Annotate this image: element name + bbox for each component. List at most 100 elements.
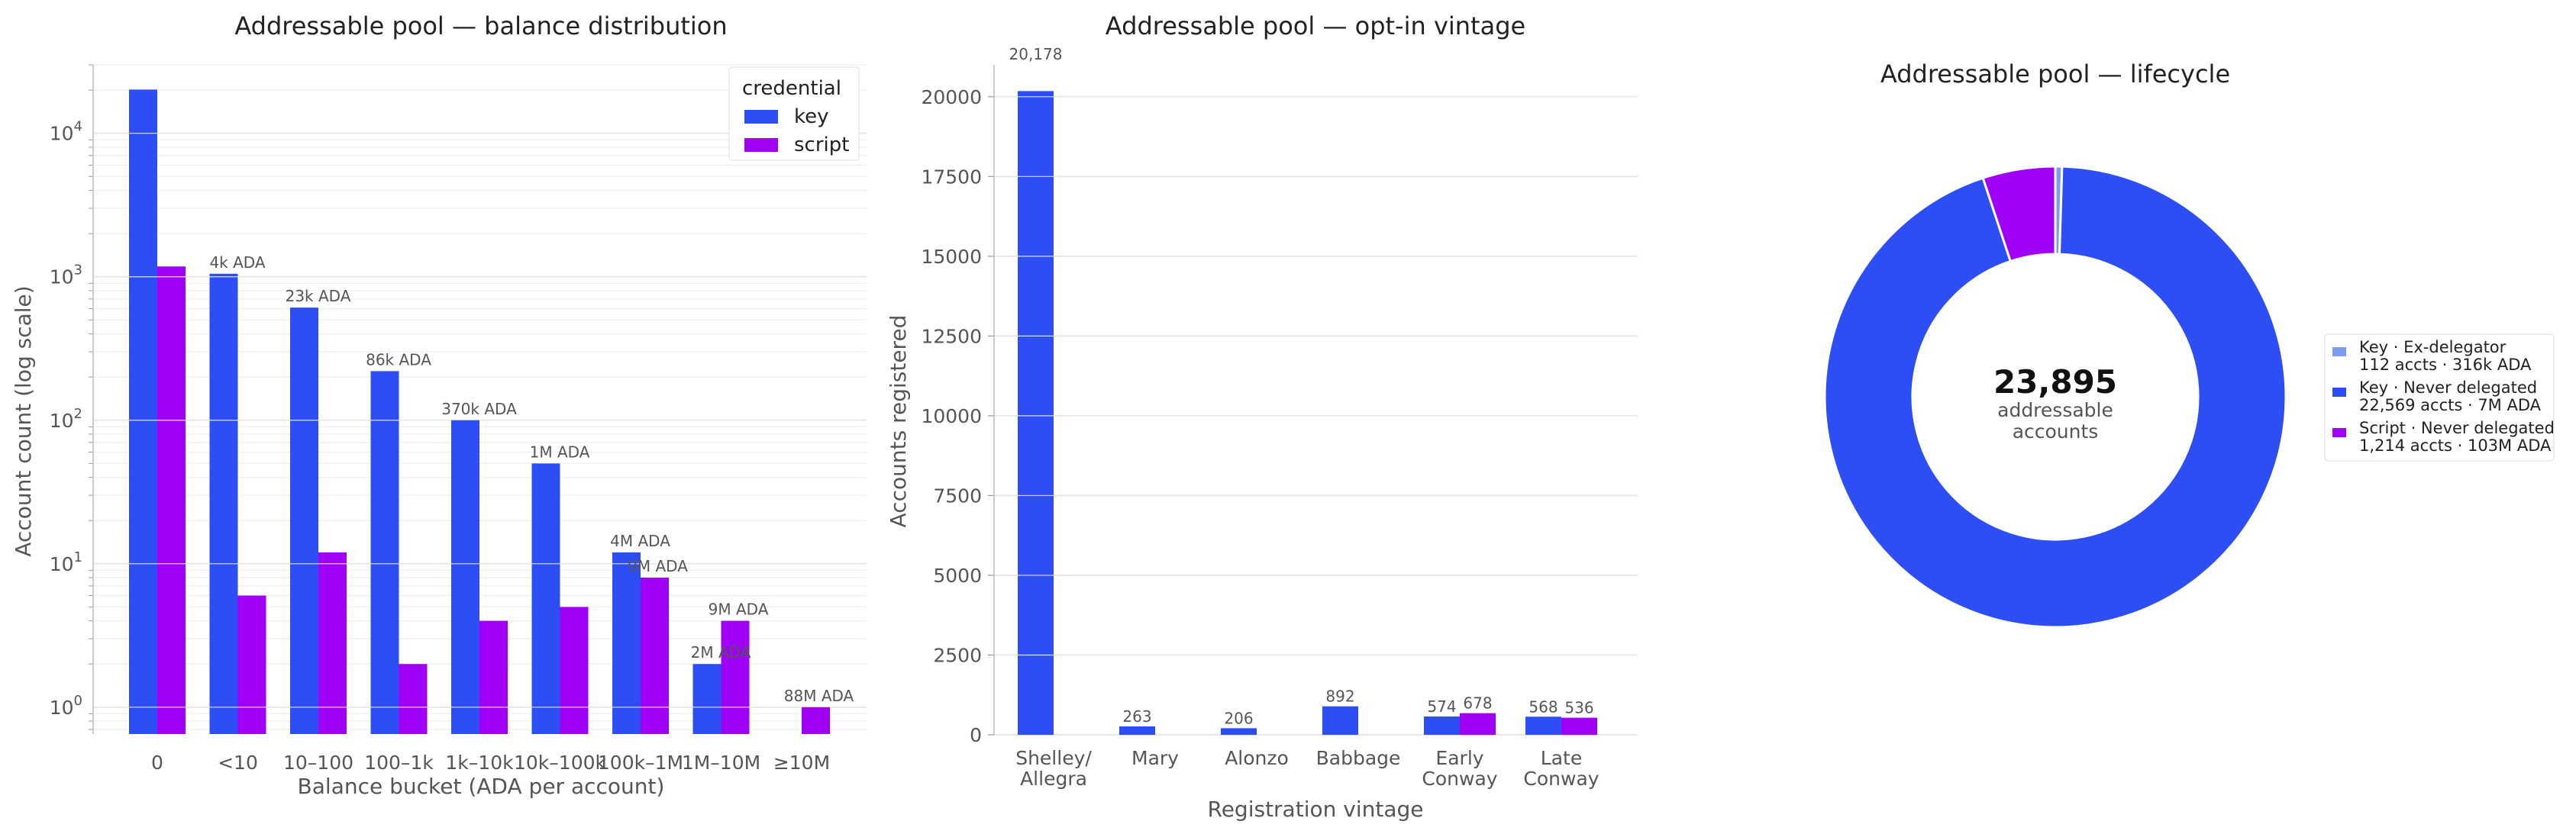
chart1-ytick-label: 104: [50, 119, 82, 145]
chart1-ytick-label: 102: [50, 406, 82, 432]
chart3-center-label-line1: addressable: [1997, 399, 2113, 421]
chart3-donut: [1823, 165, 2287, 629]
chart1-bar-script: [157, 266, 186, 734]
chart2-bar-key: [1322, 706, 1358, 735]
chart1-bar-key: [612, 552, 641, 734]
chart2-data-label-script: 678: [1463, 694, 1492, 713]
chart3-slice-1: [1823, 165, 2287, 629]
chart2-ytick-label: 12500: [921, 325, 982, 347]
chart2-bar-script: [1561, 717, 1597, 735]
chart2-ytick-label: 5000: [933, 565, 982, 587]
chart1-plot: 100 101 102 103 104 0 <10 4k ADA 10–100 23k ADA 10…: [50, 64, 867, 774]
chart2-bar-key: [1221, 728, 1257, 735]
chart1-xtick-label: 0: [151, 752, 163, 774]
chart3-legend-swatch-2: [2332, 428, 2346, 437]
chart2-data-label-key: 206: [1224, 709, 1253, 727]
chart2-ytick-label: 20000: [921, 86, 982, 108]
chart2-ytick-label: 10000: [921, 405, 982, 427]
chart1-bar-key: [290, 308, 318, 735]
chart2-data-label-key: 574: [1427, 697, 1456, 716]
chart1-bar-key: [370, 371, 399, 734]
chart1-legend-key: key: [794, 105, 829, 128]
chart2-data-label-key: 892: [1325, 687, 1354, 706]
chart2-xtick-label: Mary: [1131, 747, 1179, 769]
chart3-slice-2: [1981, 165, 2057, 263]
chart1-legend-swatch-key: [744, 110, 778, 124]
chart1-ytick-label: 100: [50, 693, 82, 719]
chart1-bar-script: [399, 664, 428, 734]
chart3-legend-detail-2: 1,214 accts · 103M ADA: [2359, 436, 2552, 455]
chart1-bar-script: [802, 707, 830, 734]
chart2-xtick-label: Alonzo: [1225, 747, 1289, 769]
chart3-legend-label-2: Script · Never delegated: [2359, 419, 2555, 437]
chart2-ytick-label: 17500: [921, 166, 982, 188]
chart2-xtick-label: Babbage: [1316, 747, 1401, 769]
chart1-xtick-label: ≥10M: [773, 752, 830, 774]
chart3-legend-detail-1: 22,569 accts · 7M ADA: [2359, 396, 2542, 414]
chart3-center-value: 23,895: [1993, 363, 2117, 401]
chart1-bar-key: [451, 420, 479, 734]
chart2-bar-key: [1525, 716, 1561, 735]
chart2-xtick-label: Allegra: [1020, 768, 1087, 790]
chart1-xtick-label: 10–100: [283, 752, 353, 774]
chart3-legend-detail-0: 112 accts · 316k ADA: [2359, 356, 2532, 374]
chart1-data-label-key: 4k ADA: [209, 253, 265, 272]
chart2-xlabel: Registration vintage: [1208, 797, 1424, 822]
chart1-xtick-label: 100–1k: [364, 752, 434, 774]
chart1-data-label-script: 9M ADA: [628, 557, 688, 575]
chart1-legend-frame: [728, 66, 860, 161]
chart2-xtick-label: Late: [1541, 747, 1582, 769]
chart1-legend-script: script: [794, 134, 849, 156]
chart3-legend-label-0: Key · Ex-delegator: [2359, 338, 2507, 356]
chart1-data-label-script: 9M ADA: [709, 601, 769, 619]
chart1-bar-script: [237, 595, 266, 734]
chart2-data-label-script: 536: [1564, 699, 1593, 717]
chart1-bar-key: [129, 89, 157, 734]
chart1-xtick-label: <10: [218, 752, 258, 774]
chart2-ytick-label: 0: [970, 724, 982, 746]
chart3-legend-frame: [2324, 333, 2555, 462]
chart2-ytick-label: 15000: [921, 246, 982, 268]
chart1-bar-key: [209, 273, 238, 734]
chart3-legend-label-1: Key · Never delegated: [2359, 378, 2537, 397]
chart3-legend: Key · Ex-delegator 112 accts · 316k ADA …: [2324, 333, 2555, 462]
chart2-data-label-key: 568: [1528, 697, 1558, 716]
chart1-data-label-key: 4M ADA: [610, 532, 670, 550]
chart2-xtick-label: Shelley/: [1015, 747, 1092, 769]
chart1-bar-script: [560, 607, 589, 734]
chart2-data-label-key: 20,178: [1009, 45, 1063, 63]
chart1-data-label-key: 23k ADA: [286, 287, 351, 305]
chart1-bar-script: [721, 620, 750, 734]
chart2-title: Addressable pool — opt-in vintage: [1106, 11, 1525, 40]
chart2-plot: 0 2500 5000 7500 10000 12500 15000 17500 20000 Sh…: [921, 45, 1638, 790]
chart1-data-label-key: 370k ADA: [441, 400, 517, 418]
chart1-xtick-label: 100k–1M: [598, 752, 683, 774]
chart1-xtick-label: 1M–10M: [682, 752, 760, 774]
chart1-xlabel: Balance bucket (ADA per account): [298, 774, 665, 799]
chart1-data-label-key: 1M ADA: [530, 443, 590, 461]
chart1-ylabel: Account count (log scale): [11, 285, 36, 556]
chart1-xtick-label: 10k–100k: [514, 752, 607, 774]
chart2-ylabel: Accounts registered: [886, 315, 911, 528]
chart2-xtick-label: Conway: [1422, 768, 1497, 790]
chart2-bar-key: [1424, 716, 1460, 735]
chart1-data-label-script: 88M ADA: [784, 687, 854, 705]
chart2-bar-script: [1460, 713, 1496, 735]
chart3-title: Addressable pool — lifecycle: [1880, 60, 2230, 89]
chart2-ytick-label: 2500: [933, 644, 982, 666]
chart1-ytick-label: 101: [50, 549, 82, 575]
chart1-bar-script: [318, 552, 347, 734]
chart3-legend-swatch-1: [2332, 388, 2346, 397]
chart1-legend-title: credential: [742, 77, 841, 100]
chart1-bar-script: [479, 620, 508, 734]
chart2-data-label-key: 263: [1122, 707, 1151, 726]
chart1-legend-swatch-script: [744, 138, 778, 152]
chart1-title: Addressable pool — balance distribution: [234, 11, 727, 40]
chart2-xtick-label: Early: [1435, 747, 1483, 769]
chart1-ytick-label: 103: [50, 262, 82, 288]
chart2-ytick-label: 7500: [933, 485, 982, 507]
chart1-bar-key: [692, 664, 721, 734]
chart2-xtick-label: Conway: [1523, 768, 1599, 790]
